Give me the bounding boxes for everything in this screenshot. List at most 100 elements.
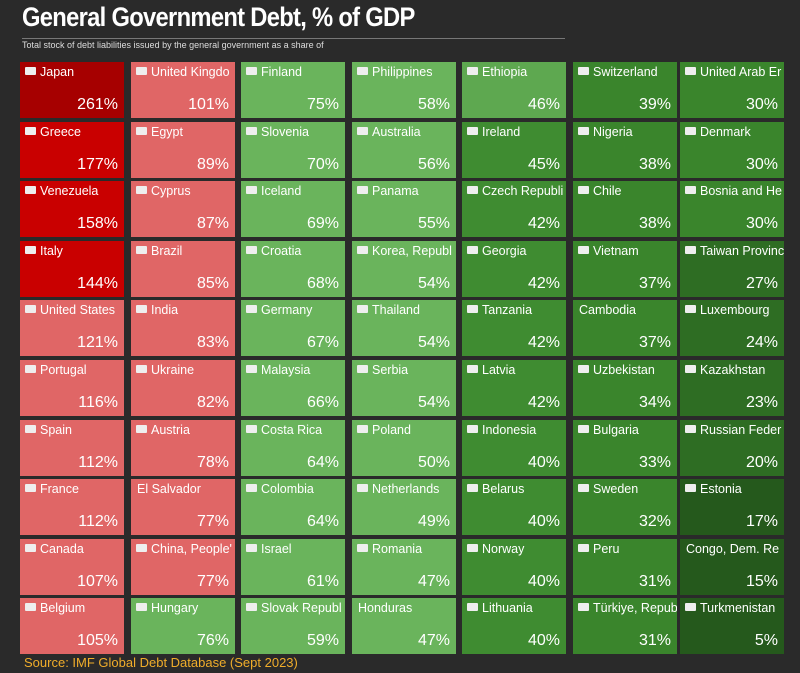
flag-icon (246, 67, 257, 75)
country-name: Sweden (593, 482, 639, 497)
flag-icon (467, 365, 478, 373)
flag-icon (685, 126, 696, 135)
debt-value: 64% (306, 513, 339, 531)
debt-value: 34% (638, 394, 671, 411)
country-name: Cyprus (151, 184, 191, 199)
country-name: Brazil (151, 243, 183, 258)
country-name: Finland (261, 65, 302, 79)
country-tile: Taiwan Provinc 27% (680, 240, 784, 297)
country-name: Ukraine (151, 363, 195, 377)
flag-icon (578, 603, 589, 612)
country-tile: Slovak Republ 59% (241, 598, 345, 655)
debt-value: 20% (745, 453, 778, 471)
debt-value: 30% (745, 215, 778, 233)
debt-value: 31% (638, 572, 671, 590)
country-tile: Bosnia and He 30% (680, 181, 784, 238)
country-name: Israel (261, 541, 292, 556)
flag-icon (136, 603, 147, 612)
flag-icon (467, 543, 478, 552)
country-name: Luxembourg (700, 303, 770, 318)
debt-value: 54% (417, 334, 450, 352)
country-name: United Arab Er (700, 65, 782, 79)
country-tile: United States 121% (20, 300, 124, 357)
debt-value: 144% (77, 274, 118, 292)
country-name: Australia (372, 124, 421, 139)
flag-icon (467, 245, 478, 254)
country-tile: Czech Republi 42% (462, 181, 566, 238)
country-tile: Spain 112% (20, 419, 124, 476)
country-name: Bosnia and He (700, 184, 783, 199)
flag-icon (578, 67, 589, 75)
country-tile: Poland 50% (352, 419, 456, 476)
debt-value: 40% (527, 572, 560, 590)
country-name: Denmark (700, 124, 751, 139)
debt-value: 107% (77, 572, 118, 590)
flag-icon (357, 543, 368, 552)
debt-value: 89% (196, 155, 229, 173)
debt-value: 76% (196, 632, 229, 650)
debt-value: 54% (417, 394, 450, 411)
flag-icon (578, 543, 589, 552)
debt-value: 40% (527, 513, 560, 531)
country-name: Greece (40, 124, 81, 139)
country-name: France (40, 482, 79, 497)
country-name: China, People' (151, 541, 232, 556)
flag-icon (136, 543, 147, 552)
flag-icon (467, 67, 478, 75)
flag-icon (467, 186, 478, 195)
country-name: United States (40, 303, 116, 318)
country-name: Norway (482, 541, 525, 556)
debt-value: 30% (745, 155, 778, 173)
country-tile: Hungary 76% (131, 598, 235, 655)
country-name: Estonia (700, 482, 742, 497)
country-tile: Egypt 89% (131, 121, 235, 178)
source: Source: IMF Global Debt Database (Sept 2… (24, 655, 298, 670)
flag-icon (578, 365, 589, 373)
country-name: Hungary (151, 601, 199, 616)
debt-value: 85% (196, 274, 229, 292)
country-tile: Peru 31% (573, 538, 677, 595)
flag-icon (357, 484, 368, 493)
country-name: Philippines (372, 65, 433, 79)
country-name: Germany (261, 303, 313, 318)
country-tile: Estonia 17% (680, 479, 784, 536)
country-name: United Kingdo (151, 65, 230, 79)
country-name: Honduras (358, 601, 413, 616)
flag-icon (685, 305, 696, 314)
country-name: Austria (151, 422, 190, 437)
debt-value: 56% (417, 155, 450, 173)
flag-icon (246, 305, 257, 314)
country-name: Belarus (482, 482, 525, 497)
flag-icon (25, 186, 36, 195)
flag-icon (246, 424, 257, 433)
debt-value: 54% (417, 274, 450, 292)
country-name: Venezuela (40, 184, 99, 199)
country-name: Latvia (482, 363, 516, 377)
debt-value: 66% (306, 394, 339, 411)
debt-value: 46% (527, 96, 560, 113)
flag-icon (578, 186, 589, 195)
debt-value: 82% (196, 394, 229, 411)
debt-value: 64% (306, 453, 339, 471)
country-tile: Korea, Republ 54% (352, 240, 456, 297)
country-tile: Canada 107% (20, 538, 124, 595)
country-tile: Honduras 47% (352, 598, 456, 655)
country-tile: Venezuela 158% (20, 181, 124, 238)
country-tile: Romania 47% (352, 538, 456, 595)
country-tile: Tanzania 42% (462, 300, 566, 357)
flag-icon (25, 245, 36, 254)
debt-value: 105% (77, 632, 118, 650)
country-tile: Ireland 45% (462, 121, 566, 178)
debt-value: 38% (638, 215, 671, 233)
country-tile: Netherlands 49% (352, 479, 456, 536)
debt-value: 67% (306, 334, 339, 352)
flag-icon (136, 67, 147, 75)
country-name: Egypt (151, 124, 183, 139)
country-tile: Malaysia 66% (241, 360, 345, 416)
country-tile: Ethiopia 46% (462, 62, 566, 118)
flag-icon (357, 126, 368, 135)
debt-value: 17% (745, 513, 778, 531)
flag-icon (136, 245, 147, 254)
country-tile: India 83% (131, 300, 235, 357)
country-name: Peru (593, 541, 620, 556)
